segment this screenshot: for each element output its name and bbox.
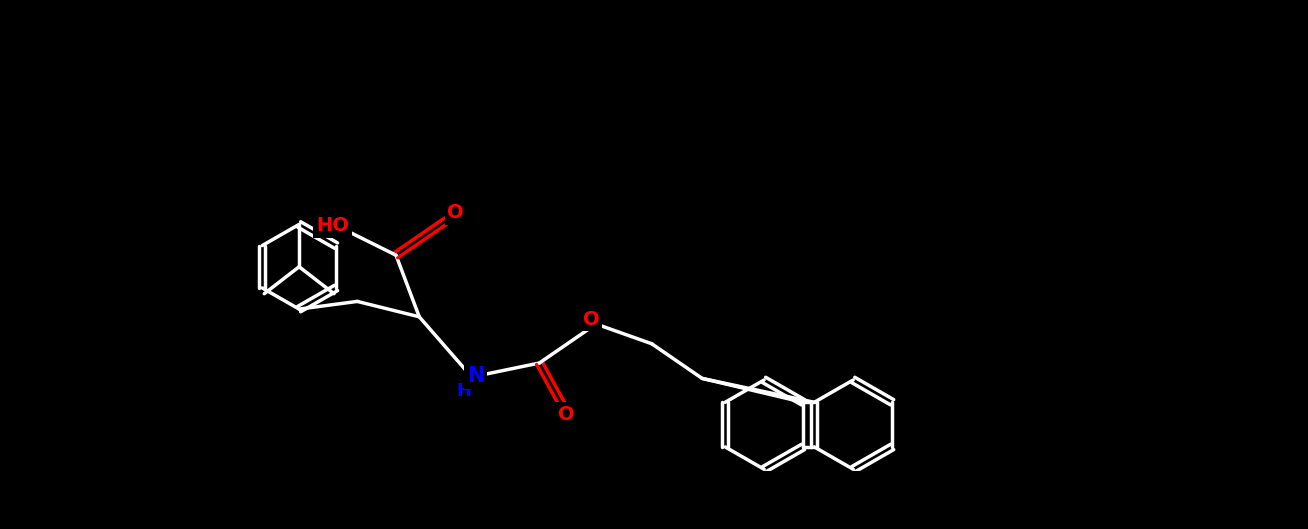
Text: H: H <box>456 382 471 400</box>
Text: O: O <box>447 203 464 222</box>
Text: N: N <box>467 366 484 386</box>
Text: HO: HO <box>317 216 349 235</box>
Text: O: O <box>583 309 599 329</box>
Text: O: O <box>559 405 574 424</box>
